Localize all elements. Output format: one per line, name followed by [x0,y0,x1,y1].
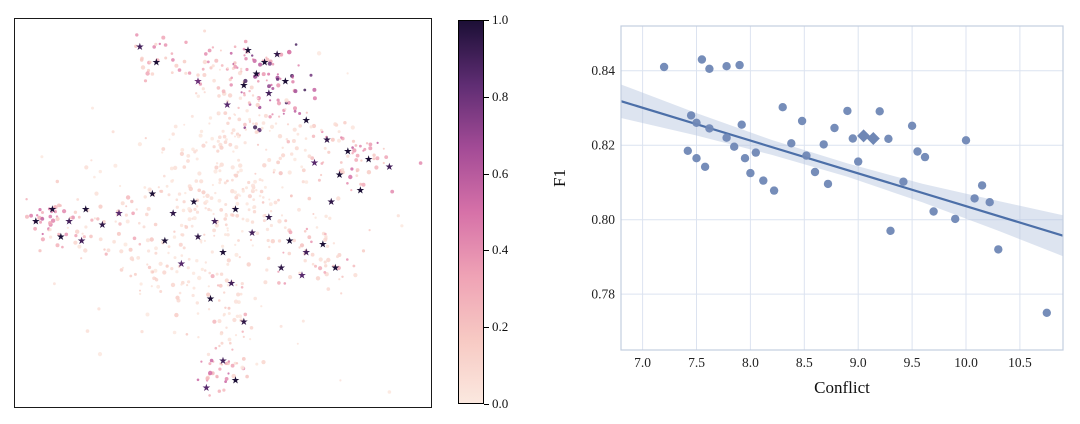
svg-text:★: ★ [177,259,186,270]
svg-text:★: ★ [31,216,40,227]
svg-text:★: ★ [160,236,169,247]
svg-text:★: ★ [302,247,311,258]
svg-text:★: ★ [260,57,269,68]
svg-text:★: ★ [194,77,203,88]
svg-text:★: ★ [248,228,257,239]
svg-text:★: ★ [223,100,232,111]
svg-text:★: ★ [148,189,157,200]
regression-line [620,100,1064,237]
colorbar-tick-mark [484,404,489,405]
colorbar-tick-label: 0.2 [492,319,509,334]
svg-text:★: ★ [239,317,248,328]
colorbar-tick-label: 1.0 [492,12,509,27]
svg-text:★: ★ [219,356,228,367]
svg-text:★: ★ [152,57,161,68]
regression-scatter-plot: 7.0 7.5 8.0 8.5 9.0 9.5 10.0 10.5 0.78 0.80 0.82 0.… [585,12,1073,412]
svg-text:★: ★ [210,216,219,227]
svg-text:★: ★ [206,294,215,305]
colorbar-tick-label: 0.6 [492,166,509,181]
svg-text:★: ★ [65,216,74,227]
axis-tick-labels: 7.0 7.5 8.0 8.5 9.0 9.5 10.0 10.5 0.78 0.80 0.82 0.… [591,63,1032,370]
svg-text:★: ★ [285,236,294,247]
svg-text:0.78: 0.78 [591,287,615,302]
svg-text:9.5: 9.5 [904,355,921,370]
colorbar-tick-mark [484,97,489,98]
embedding-star-markers-layer: ★ ★ ★ ★ ★ ★ ★ ★ ★ ★ ★ ★ ★ ★ ★ ★ ★ ★ ★ ★ ★ ★ ★ ★ ★ ★ ★ ★ ★ ★ ★ ★ ★ ★ ★ ★ ★ ★ ★ ★… [31,42,394,394]
svg-text:★: ★ [331,263,340,274]
svg-text:★: ★ [335,170,344,181]
highlight-diamond-markers [857,129,880,146]
svg-text:★: ★ [194,232,203,243]
svg-text:0.84: 0.84 [591,63,615,78]
svg-text:★: ★ [310,158,319,169]
scatter-points-layer [659,55,1051,317]
svg-text:★: ★ [318,240,327,251]
svg-text:0.82: 0.82 [591,138,615,153]
svg-text:★: ★ [323,135,332,146]
svg-text:★: ★ [115,209,124,220]
svg-text:★: ★ [189,197,198,208]
svg-text:★: ★ [169,209,178,220]
colorbar-tick-mark [484,250,489,251]
confidence-band [621,84,1063,257]
svg-text:★: ★ [202,383,211,394]
svg-text:★: ★ [239,81,248,92]
embedding-points-layer [25,29,423,397]
svg-text:★: ★ [231,375,240,386]
svg-text:7.0: 7.0 [634,355,651,370]
svg-text:★: ★ [343,147,352,158]
svg-text:★: ★ [264,88,273,99]
svg-text:★: ★ [77,236,86,247]
svg-text:★: ★ [135,42,144,53]
svg-text:★: ★ [231,205,240,216]
svg-text:★: ★ [98,220,107,231]
colorbar-tick-label: 0.0 [492,396,509,411]
plot-border [620,25,1064,351]
colorbar-gradient [458,20,484,404]
svg-text:★: ★ [385,162,394,173]
colorbar-tick-mark [484,20,489,21]
svg-text:7.5: 7.5 [688,355,705,370]
embedding-scatter-plot: ★ ★ ★ ★ ★ ★ ★ ★ ★ ★ ★ ★ ★ ★ ★ ★ ★ ★ ★ ★ ★ ★ ★ ★ ★ ★ ★ ★ ★ ★ ★ ★ ★ ★ ★ ★ ★ ★ ★ ★… [14,18,432,408]
svg-text:★: ★ [219,247,228,258]
svg-text:★: ★ [273,50,282,61]
svg-text:★: ★ [81,205,90,216]
y-axis-label: F1 [550,169,569,187]
svg-text:★: ★ [364,154,373,165]
svg-text:★: ★ [244,46,253,57]
svg-text:★: ★ [298,271,307,282]
svg-text:10.5: 10.5 [1008,355,1032,370]
svg-text:10.0: 10.0 [954,355,978,370]
svg-text:★: ★ [264,213,273,224]
svg-text:★: ★ [302,116,311,127]
svg-text:★: ★ [227,278,236,289]
colorbar-tick-label: 0.4 [492,242,509,257]
svg-text:★: ★ [327,197,336,208]
x-axis-label: Conflict [814,378,870,397]
grid-lines [621,26,1063,350]
svg-text:8.5: 8.5 [796,355,813,370]
svg-text:★: ★ [277,263,286,274]
svg-text:★: ★ [281,77,290,88]
svg-text:★: ★ [356,185,365,196]
svg-text:9.0: 9.0 [850,355,867,370]
svg-text:0.80: 0.80 [591,212,615,227]
colorbar-tick-mark [484,327,489,328]
colorbar-tick-mark [484,174,489,175]
svg-text:★: ★ [48,205,57,216]
svg-text:8.0: 8.0 [742,355,759,370]
colorbar-tick-label: 0.8 [492,89,509,104]
svg-text:★: ★ [252,69,261,80]
svg-text:★: ★ [56,232,65,243]
